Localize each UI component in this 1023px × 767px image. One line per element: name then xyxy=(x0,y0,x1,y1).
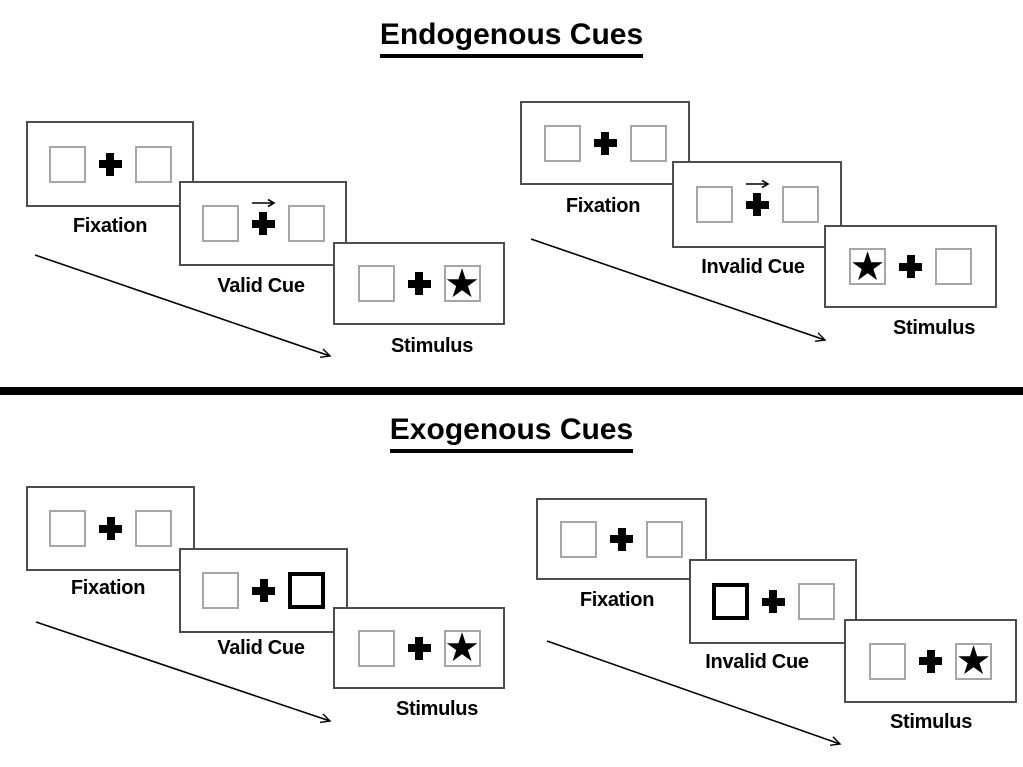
valid-cue-label: Valid Cue xyxy=(217,275,305,297)
left-placeholder-box xyxy=(202,572,239,609)
left-placeholder-box xyxy=(869,642,906,680)
right-placeholder-box xyxy=(287,205,325,242)
right-target-box: ★ xyxy=(443,625,481,671)
left-highlighted-cue-box xyxy=(711,583,749,620)
right-target-box: ★ xyxy=(443,260,481,307)
valid-cue-label: Valid Cue xyxy=(217,637,305,659)
left-placeholder-box xyxy=(357,629,395,667)
fixation-cross-icon xyxy=(899,255,922,278)
central-cue-group xyxy=(251,198,276,235)
right-highlighted-cue-box xyxy=(288,572,325,609)
invalid-cue-panel xyxy=(689,559,857,644)
fixation-label: Fixation xyxy=(579,589,655,611)
stimulus-label: Stimulus xyxy=(889,711,973,733)
fixation-label: Fixation xyxy=(565,195,641,217)
timeline-arrow-endogenous-invalid xyxy=(530,238,825,340)
stimulus-panel: ★ xyxy=(333,607,505,689)
fixation-cross-icon xyxy=(252,579,275,602)
stimulus-label: Stimulus xyxy=(390,335,474,357)
left-placeholder-box xyxy=(357,265,395,302)
left-target-box: ★ xyxy=(849,243,886,290)
fixation-panel xyxy=(26,121,194,207)
right-placeholder-box xyxy=(781,186,819,223)
fixation-cross-icon xyxy=(251,212,275,235)
invalid-cue-label: Invalid Cue xyxy=(701,256,805,278)
exogenous-section-title: Exogenous Cues xyxy=(0,413,1023,453)
right-placeholder-box xyxy=(646,520,683,558)
stimulus-panel: ★ xyxy=(824,225,997,308)
cue-arrow-right-icon xyxy=(251,198,276,208)
fixation-cross-icon xyxy=(99,517,122,540)
cue-arrow-right-icon xyxy=(745,179,770,189)
fixation-cross-icon xyxy=(761,590,785,613)
stimulus-label: Stimulus xyxy=(892,317,976,339)
fixation-cross-icon xyxy=(593,131,617,155)
stimulus-panel: ★ xyxy=(333,242,505,325)
fixation-cross-icon xyxy=(610,527,633,551)
valid-cue-panel xyxy=(179,181,347,266)
fixation-label: Fixation xyxy=(70,577,146,599)
star-target-icon: ★ xyxy=(955,638,992,684)
section-divider-line xyxy=(0,387,1023,395)
invalid-cue-panel xyxy=(672,161,842,248)
left-placeholder-box xyxy=(48,145,86,183)
valid-cue-panel xyxy=(179,548,348,633)
fixation-cross-icon xyxy=(407,272,431,295)
fixation-panel xyxy=(26,486,195,571)
stimulus-panel: ★ xyxy=(844,619,1017,703)
invalid-cue-label: Invalid Cue xyxy=(705,651,809,673)
star-target-icon: ★ xyxy=(444,625,480,671)
right-target-box: ★ xyxy=(955,638,992,684)
left-placeholder-box xyxy=(560,520,597,558)
right-placeholder-box xyxy=(797,583,835,620)
timeline-arrow-endogenous-valid xyxy=(34,254,330,356)
right-placeholder-box xyxy=(134,145,172,183)
fixation-panel xyxy=(520,101,690,185)
right-placeholder-box xyxy=(629,124,667,162)
central-cue-group xyxy=(745,179,770,216)
endogenous-section-title: Endogenous Cues xyxy=(0,18,1023,58)
fixation-cross-icon xyxy=(919,649,942,673)
fixation-cross-icon xyxy=(98,152,122,176)
endogenous-title-text: Endogenous Cues xyxy=(379,18,644,58)
fixation-cross-icon xyxy=(745,193,769,216)
star-target-icon: ★ xyxy=(849,243,886,290)
star-target-icon: ★ xyxy=(444,260,480,307)
left-placeholder-box xyxy=(543,124,581,162)
fixation-panel xyxy=(536,498,707,580)
fixation-label: Fixation xyxy=(72,215,148,237)
right-placeholder-box xyxy=(935,248,972,285)
stimulus-label: Stimulus xyxy=(395,698,479,720)
right-placeholder-box xyxy=(135,510,172,547)
left-placeholder-box xyxy=(49,510,86,547)
exogenous-title-text: Exogenous Cues xyxy=(389,413,634,453)
left-placeholder-box xyxy=(695,186,733,223)
left-placeholder-box xyxy=(201,205,239,242)
fixation-cross-icon xyxy=(407,636,431,660)
